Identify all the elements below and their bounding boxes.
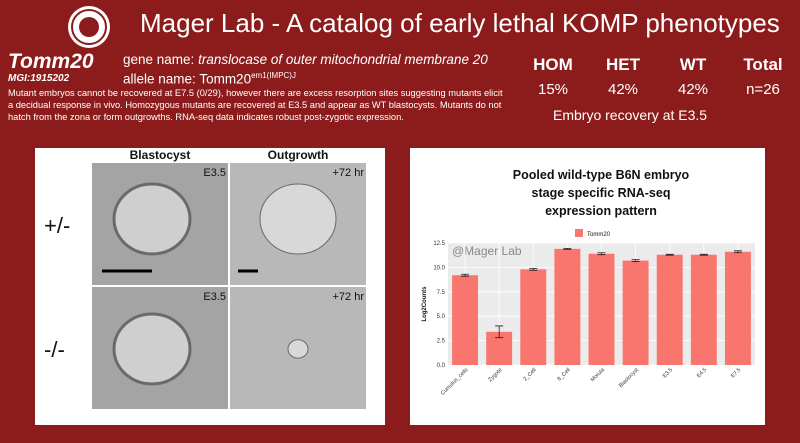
title: Mager Lab - A catalog of early lethal KO… [140, 8, 780, 38]
y-tick-label: 12.5 [433, 241, 445, 247]
table-header: HOM [533, 55, 573, 74]
column-heading: Blastocyst [129, 148, 191, 162]
table-cell: 15% [537, 81, 569, 98]
error-bar [529, 267, 538, 271]
micrograph [230, 287, 366, 409]
y-tick-label: 5.0 [437, 314, 446, 320]
chart-title: expression pattern [545, 204, 657, 218]
bar [690, 254, 717, 365]
legend-swatch [575, 229, 583, 237]
genotype-label: -/- [44, 337, 65, 362]
error-bar [597, 252, 606, 256]
x-tick-label: Cumulus_cells [440, 367, 470, 397]
chart-title: Pooled wild-type B6N embryo [513, 168, 690, 182]
image-label: +72 hr [332, 291, 365, 303]
chart-title: stage specific RNA-seq [532, 186, 671, 200]
embryo [238, 183, 337, 273]
x-tick-label: 8_Cell [557, 367, 572, 382]
image-label: +72 hr [332, 167, 365, 179]
x-tick-label: E4.5 [696, 367, 708, 379]
error-bar [631, 259, 640, 262]
embryo [112, 312, 192, 386]
legend-label: Tomm20 [587, 232, 611, 238]
micrograph [92, 163, 228, 285]
micrograph [92, 287, 228, 409]
label: allele name: [123, 71, 196, 87]
mgi-id: MGI:1915202 [8, 73, 70, 84]
image-label: E3.5 [203, 167, 226, 179]
y-tick-label: 7.5 [437, 290, 446, 296]
bar [452, 275, 479, 365]
error-bar [699, 253, 708, 256]
y-tick-label: 0.0 [437, 363, 446, 369]
genotype-label: +/- [44, 213, 71, 238]
x-tick-label: Morula [590, 367, 607, 384]
value: Tomm20 [199, 71, 252, 87]
column-heading: Outgrowth [267, 148, 329, 162]
embryo [287, 339, 309, 359]
bar [588, 253, 615, 365]
table-cell: 42% [607, 81, 639, 98]
x-tick-label: Zygote [487, 367, 503, 383]
table-header: HET [606, 55, 640, 74]
allele-name: allele name: Tomm20em1(IMPC)J [123, 71, 296, 87]
bar [622, 260, 649, 365]
table-caption: Embryo recovery at E3.5 [553, 107, 708, 123]
table-header: WT [679, 55, 707, 74]
logo [68, 6, 110, 48]
table-cell: 42% [677, 81, 709, 98]
y-tick-label: 10.0 [433, 265, 445, 271]
description: Mutant embryos cannot be recovered at E7… [8, 88, 503, 122]
x-tick-label: E7.5 [730, 367, 742, 379]
gene-name: gene name: translocase of outer mitochon… [123, 52, 488, 67]
value: translocase of outer mitochondrial membr… [198, 52, 488, 67]
label: gene name: [123, 52, 195, 67]
bar [554, 248, 581, 365]
chart: Pooled wild-type B6N embryo stage specifi… [422, 168, 755, 397]
error-bar [495, 325, 504, 339]
x-tick-label: 2_Cell [522, 367, 537, 382]
table-header: Total [743, 55, 783, 74]
error-bar [733, 250, 742, 254]
x-tick-label: E3.5 [662, 367, 674, 379]
y-tick-label: 2.5 [437, 339, 446, 345]
error-bar [665, 253, 674, 256]
error-bar [461, 273, 470, 277]
bar [520, 269, 547, 365]
gene-symbol: Tomm20 [8, 50, 94, 73]
image-label: E3.5 [203, 291, 226, 303]
bar [656, 254, 683, 365]
table-cell: n=26 [746, 81, 780, 98]
superscript: em1(IMPC)J [251, 71, 296, 80]
embryo [102, 182, 192, 273]
watermark: @Mager Lab [452, 244, 522, 258]
error-bar [563, 247, 572, 250]
y-axis-label: Log2Counts [422, 286, 428, 322]
x-tick-label: Blastocyst [618, 367, 640, 389]
micrograph [230, 163, 366, 285]
bar [724, 251, 751, 365]
